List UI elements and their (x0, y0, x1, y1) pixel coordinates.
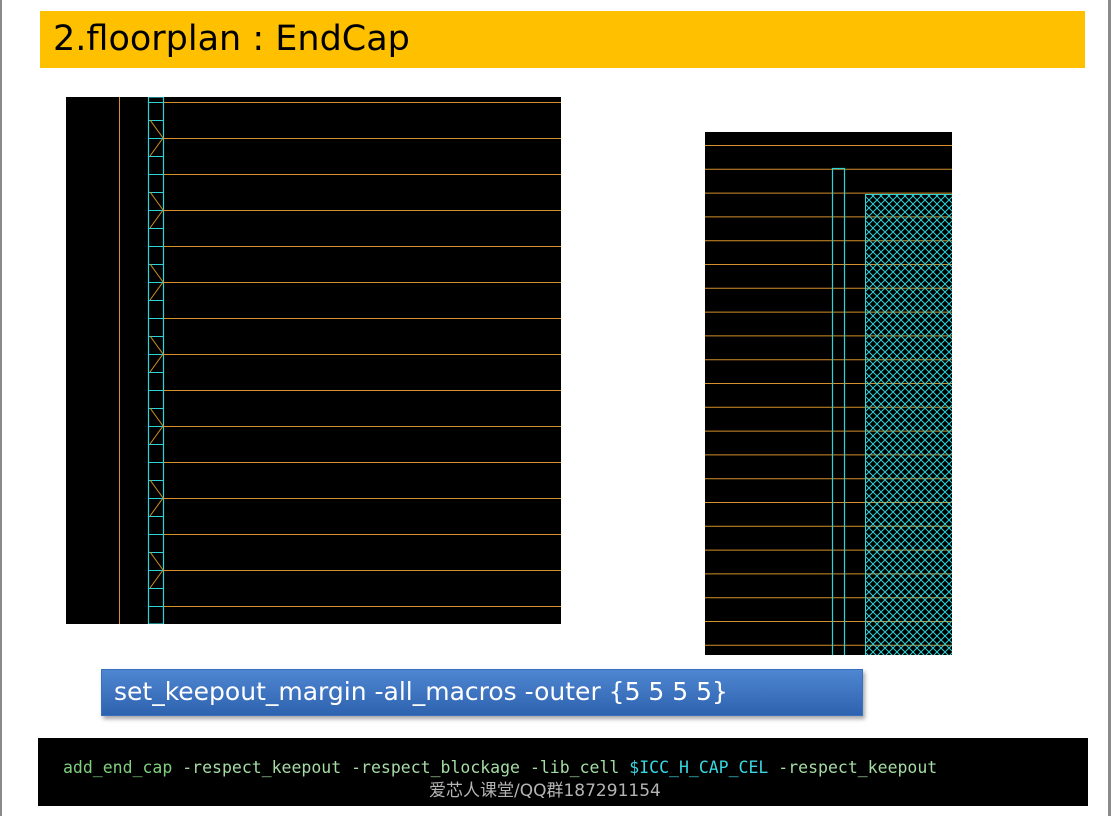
terminal-option-respect-blockage: -respect_blockage (351, 758, 520, 777)
endcap-layout-view (66, 97, 561, 624)
endcap-column (831, 167, 846, 655)
terminal-option-lib-cell: -lib_cell (529, 758, 620, 777)
terminal-panel: add_end_cap -respect_keepout -respect_bl… (38, 738, 1088, 806)
keepout-margin-command: set_keepout_margin -all_macros -outer {5… (101, 669, 863, 716)
row-orientation-marker (149, 119, 164, 157)
terminal-command-line: add_end_cap -respect_keepout -respect_bl… (63, 757, 937, 779)
slide-title: 2.floorplan : EndCap (53, 19, 410, 59)
row-orientation-marker (149, 335, 164, 373)
macro-keepout-layout-view (705, 132, 952, 655)
keepout-margin-command-text: set_keepout_margin -all_macros -outer {5… (114, 677, 728, 706)
title-banner: 2.floorplan : EndCap (40, 11, 1085, 68)
row-orientation-marker (149, 551, 164, 589)
watermark-text: 爱芯人课堂/QQ群187291154 (429, 781, 661, 801)
terminal-option-respect-keepout: -respect_keepout (182, 758, 342, 777)
row-orientation-marker (149, 191, 164, 229)
slide-right-border (1108, 0, 1111, 816)
row-orientation-marker (149, 479, 164, 517)
macro-keepout-canvas (705, 145, 952, 655)
terminal-option-respect-keepout-2: -respect_keepout (778, 758, 938, 777)
terminal-command: add_end_cap (63, 758, 173, 777)
row-orientation-marker (149, 407, 164, 445)
terminal-variable-cap-cell: $ICC_H_CAP_CEL (629, 758, 769, 777)
endcap-layout-canvas (119, 97, 561, 624)
row-orientation-marker (149, 263, 164, 301)
endcap-column (147, 97, 165, 624)
keepout-hatch-region (865, 194, 952, 655)
slide-left-border (0, 0, 2, 816)
